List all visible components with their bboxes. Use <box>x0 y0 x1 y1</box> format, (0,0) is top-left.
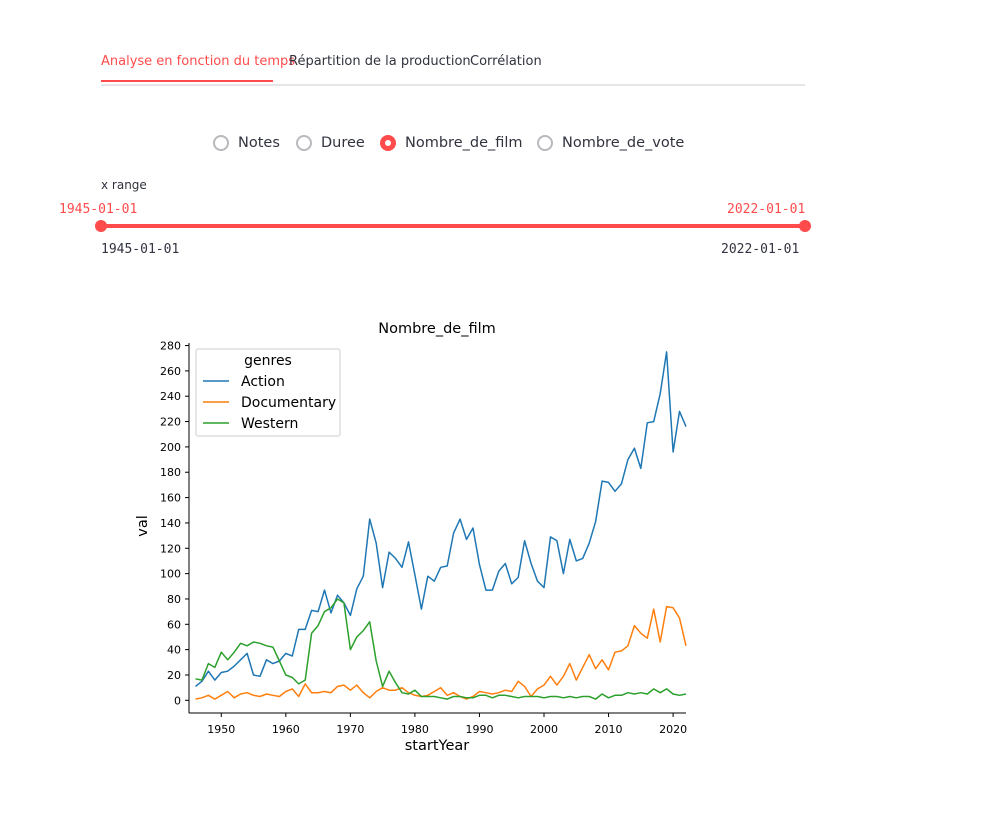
chart-legend: genres Action Documentary Western <box>195 348 341 437</box>
radio-circle-icon <box>213 135 229 151</box>
slider-label: x range <box>101 178 147 192</box>
radio-label: Duree <box>321 135 365 151</box>
slider-end-handle[interactable] <box>799 220 811 232</box>
x-tick-label: 1970 <box>336 723 364 736</box>
x-tick-label: 1950 <box>207 723 235 736</box>
y-tick-label: 20 <box>167 669 181 682</box>
slider-track[interactable] <box>101 224 805 228</box>
radio-duree[interactable]: Duree <box>296 135 365 151</box>
legend-title: genres <box>244 353 292 369</box>
tab-correlation[interactable]: Corrélation <box>470 54 542 69</box>
y-tick-label: 220 <box>160 416 181 429</box>
slider-end-value: 2022-01-01 <box>727 202 806 217</box>
y-tick-label: 160 <box>160 492 181 505</box>
active-tab-indicator <box>101 80 273 82</box>
y-tick-label: 200 <box>160 441 181 454</box>
legend-frame <box>195 348 341 437</box>
y-tick-label: 120 <box>160 542 181 555</box>
radio-notes[interactable]: Notes <box>213 135 280 151</box>
chart-title: Nombre_de_film <box>378 321 496 337</box>
slider-min-label: 1945-01-01 <box>101 242 180 257</box>
x-axis-label: startYear <box>405 738 470 754</box>
y-tick-label: 100 <box>160 568 181 581</box>
series-line-action <box>195 351 687 687</box>
x-tick-label: 2000 <box>530 723 558 736</box>
radio-nombre-de-film[interactable]: Nombre_de_film <box>380 135 523 151</box>
x-tick-label: 2010 <box>595 723 623 736</box>
radio-nombre-de-vote[interactable]: Nombre_de_vote <box>537 135 684 151</box>
series-line-documentary <box>195 605 687 700</box>
slider-start-value: 1945-01-01 <box>59 202 138 217</box>
legend-entry-western: Western <box>241 416 298 432</box>
chart-axes: 0 20 40 60 80 100 120 140 160 180 200 220 240 260 280 1… <box>160 340 687 736</box>
radio-label: Nombre_de_vote <box>562 135 685 151</box>
series-line-western <box>195 598 687 700</box>
legend-entry-action: Action <box>241 374 285 390</box>
y-tick-label: 240 <box>160 390 181 403</box>
radio-label: Notes <box>238 135 280 151</box>
x-tick-label: 2020 <box>659 723 687 736</box>
y-tick-label: 40 <box>167 644 181 657</box>
y-tick-label: 60 <box>167 618 181 631</box>
x-tick-label: 1990 <box>465 723 493 736</box>
tab-analyse-temps[interactable]: Analyse en fonction du temps <box>101 54 296 69</box>
y-tick-label: 140 <box>160 517 181 530</box>
y-tick-label: 0 <box>174 694 181 707</box>
x-tick-label: 1980 <box>401 723 429 736</box>
tab-bar: Analyse en fonction du temps Répartition… <box>101 48 805 86</box>
radio-selected-icon <box>380 135 396 151</box>
tab-repartition-production[interactable]: Répartition de la production <box>289 54 471 69</box>
y-axis-label: val <box>135 515 151 537</box>
y-tick-label: 180 <box>160 466 181 479</box>
y-tick-label: 260 <box>160 365 181 378</box>
radio-label: Nombre_de_film <box>405 135 523 151</box>
y-tick-label: 80 <box>167 593 181 606</box>
chart-series-lines <box>195 351 687 700</box>
slider-max-label: 2022-01-01 <box>721 242 800 257</box>
slider-start-handle[interactable] <box>95 220 107 232</box>
legend-entry-documentary: Documentary <box>241 395 336 411</box>
radio-circle-icon <box>537 135 553 151</box>
radio-circle-icon <box>296 135 312 151</box>
x-tick-label: 1960 <box>272 723 300 736</box>
y-tick-label: 280 <box>160 340 181 353</box>
